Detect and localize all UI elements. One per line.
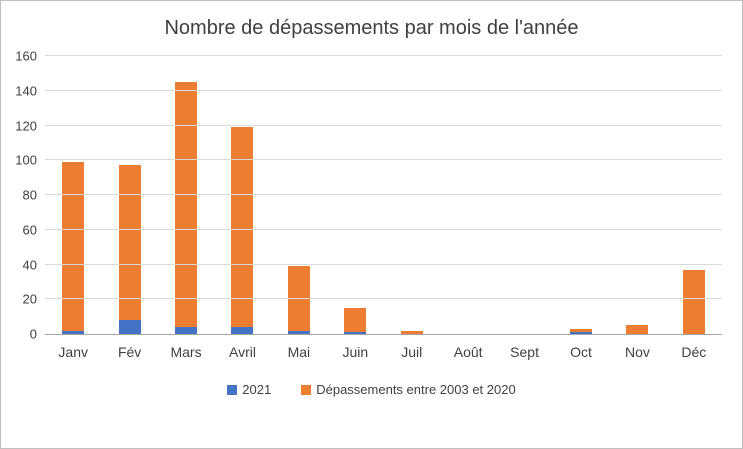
bar-column <box>384 56 440 334</box>
x-tick-label: Nov <box>624 344 650 360</box>
bar-column <box>158 56 214 334</box>
chart-title: Nombre de dépassements par mois de l'ann… <box>164 17 579 39</box>
bar-stack <box>570 56 592 334</box>
y-axis: 0 20 40 60 80 100 120 140 160 <box>11 50 45 341</box>
bar-segment <box>570 328 592 333</box>
bar-segment <box>62 330 85 334</box>
plot-area <box>45 55 722 335</box>
y-tick-label: 120 <box>15 118 37 133</box>
bar-segment <box>118 165 141 321</box>
bar-segment <box>682 269 705 334</box>
x-tick-label: Avril <box>228 344 256 360</box>
bar-stack <box>344 56 367 334</box>
bar-column <box>271 56 327 334</box>
bar-stack <box>287 56 310 334</box>
bar-segment <box>344 332 367 334</box>
y-tick-label: 140 <box>15 83 37 99</box>
bar-stack <box>400 56 423 334</box>
gridline <box>45 263 722 265</box>
gridline <box>45 55 722 56</box>
x-tick-label: Août <box>453 344 483 360</box>
y-tick-label: 60 <box>22 222 37 238</box>
gridline <box>45 159 722 161</box>
y-tick-label: 80 <box>22 187 37 203</box>
bar-stack <box>457 56 479 334</box>
bar-stack <box>175 56 198 334</box>
y-tick-label: 40 <box>22 257 37 272</box>
gridline <box>45 194 722 195</box>
x-axis: Janv Fév Mars Avril Mai Juin Juil Août Sept Oct No… <box>45 344 722 360</box>
bar-segment <box>231 127 254 328</box>
gridline <box>45 228 722 230</box>
bar-column <box>609 56 665 334</box>
legend-item: Dépassements entre 2003 et 2020 <box>301 382 516 397</box>
bar-stack <box>626 56 649 334</box>
x-tick-label: Déc <box>681 344 707 360</box>
bars-row <box>45 56 722 334</box>
legend-swatch-icon <box>301 384 312 395</box>
gridline <box>45 89 722 91</box>
legend-label: 2021 <box>242 382 272 397</box>
bar-column <box>214 56 270 334</box>
gridline <box>45 124 722 126</box>
x-tick-label: Oct <box>570 344 592 360</box>
legend-item: 2021 <box>227 382 271 397</box>
bar-segment <box>400 330 423 334</box>
legend-label: Dépassements entre 2003 et 2020 <box>316 382 516 397</box>
x-tick-label: Sept <box>510 344 539 360</box>
bar-column <box>666 56 722 334</box>
bar-segment <box>570 332 592 334</box>
bar-segment <box>344 307 367 333</box>
x-tick-label: Janv <box>58 344 88 360</box>
y-tick-label: 100 <box>15 152 37 168</box>
x-tick-label: Juin <box>342 344 369 360</box>
bar-stack <box>118 56 141 334</box>
bar-segment <box>62 162 85 331</box>
bar-segment <box>287 330 310 334</box>
x-tick-label: Fév <box>117 344 142 360</box>
plot-wrap: Janv Fév Mars Avril Mai Juin Juil Août Sept Oct No… <box>45 55 722 360</box>
bar-segment <box>175 82 198 328</box>
bar-column <box>553 56 609 334</box>
gridline <box>45 298 722 300</box>
bar-segment <box>231 327 254 334</box>
legend-swatch-icon <box>227 384 238 395</box>
bar-segment <box>175 327 198 334</box>
bar-column <box>496 56 552 334</box>
x-tick-label: Juil <box>401 344 423 360</box>
y-tick-label: 160 <box>15 48 37 64</box>
bar-stack <box>682 56 705 334</box>
y-tick-label: 0 <box>29 326 37 342</box>
bar-stack <box>62 56 85 334</box>
bar-stack <box>231 56 254 334</box>
bar-column <box>327 56 383 334</box>
bar-column <box>440 56 496 334</box>
y-tick-label: 20 <box>22 291 37 307</box>
x-tick-label: Mars <box>170 344 202 360</box>
bar-segment <box>626 325 649 334</box>
bar-segment <box>118 320 141 334</box>
x-tick-label: Mai <box>287 344 311 360</box>
legend: 2021 Dépassements entre 2003 et 2020 <box>1 382 742 397</box>
bar-stack <box>514 56 536 334</box>
bar-column <box>45 56 101 334</box>
chart-body: 0 20 40 60 80 100 120 140 160 Janv Fév Mars Avril Ma… <box>11 50 722 360</box>
bar-column <box>101 56 157 334</box>
